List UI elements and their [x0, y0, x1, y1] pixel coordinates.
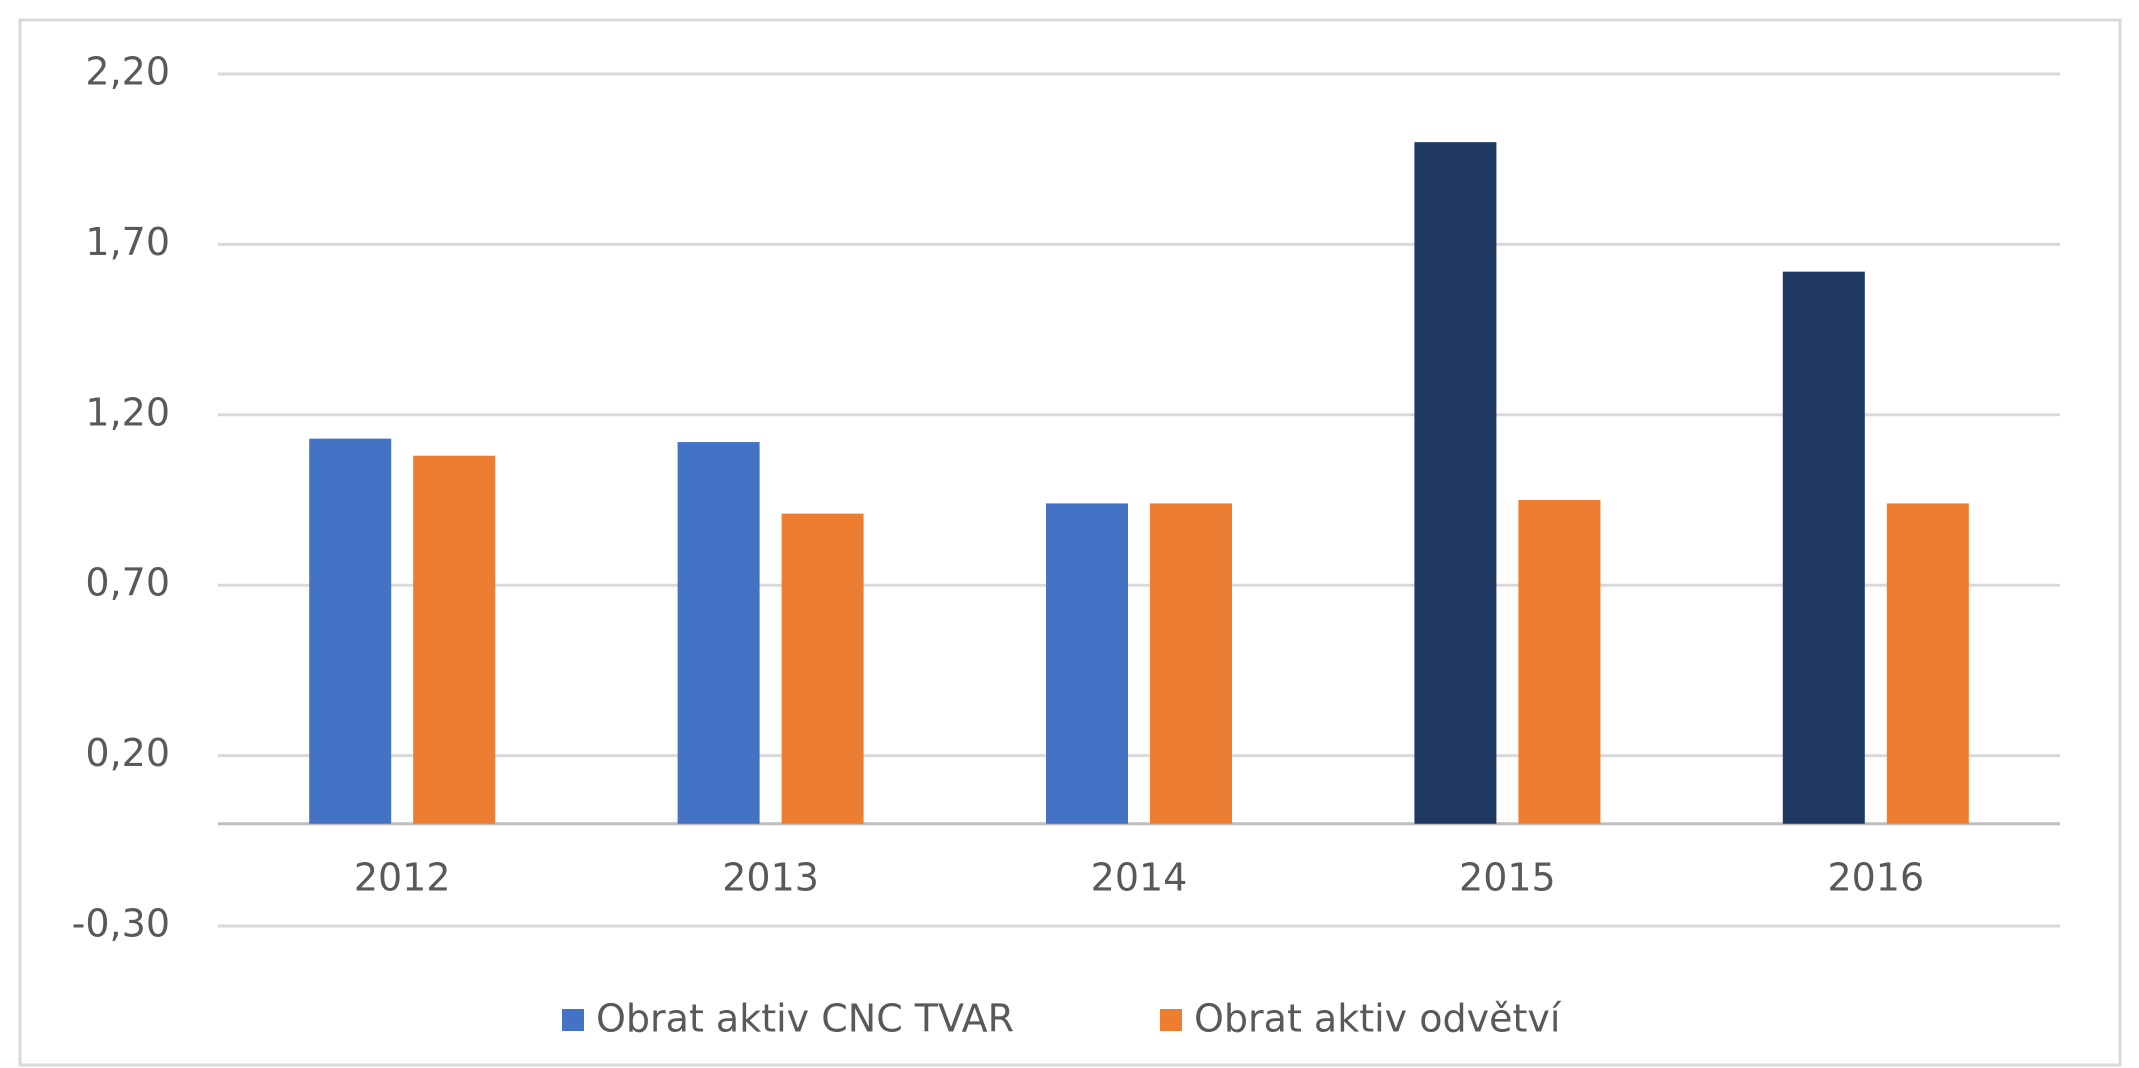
legend-swatch: [562, 1009, 584, 1031]
bar: [1150, 503, 1232, 824]
legend-swatch: [1160, 1009, 1182, 1031]
bar: [1886, 503, 1969, 824]
y-tick-label: 0,70: [85, 561, 170, 605]
y-tick-label: 2,20: [85, 50, 170, 94]
legend-label: Obrat aktiv CNC TVAR: [596, 997, 1014, 1041]
y-tick-label: 1,70: [85, 220, 170, 264]
x-tick-label: 2014: [1091, 856, 1188, 900]
y-tick-label: 0,20: [85, 731, 170, 775]
x-tick-label: 2016: [1827, 856, 1924, 900]
legend-label: Obrat aktiv odvětví: [1194, 997, 1562, 1041]
x-tick-label: 2012: [354, 856, 451, 900]
bar: [1782, 271, 1865, 824]
bar: [781, 513, 864, 824]
bar: [309, 438, 392, 824]
x-tick-label: 2015: [1459, 856, 1556, 900]
bar: [677, 442, 760, 824]
y-tick-label: 1,20: [85, 390, 170, 434]
y-tick-label: -0,30: [72, 902, 170, 946]
x-tick-label: 2013: [722, 856, 819, 900]
bar: [1518, 500, 1601, 824]
bar: [1046, 503, 1128, 824]
bar: [1414, 142, 1497, 824]
bar: [413, 455, 496, 824]
